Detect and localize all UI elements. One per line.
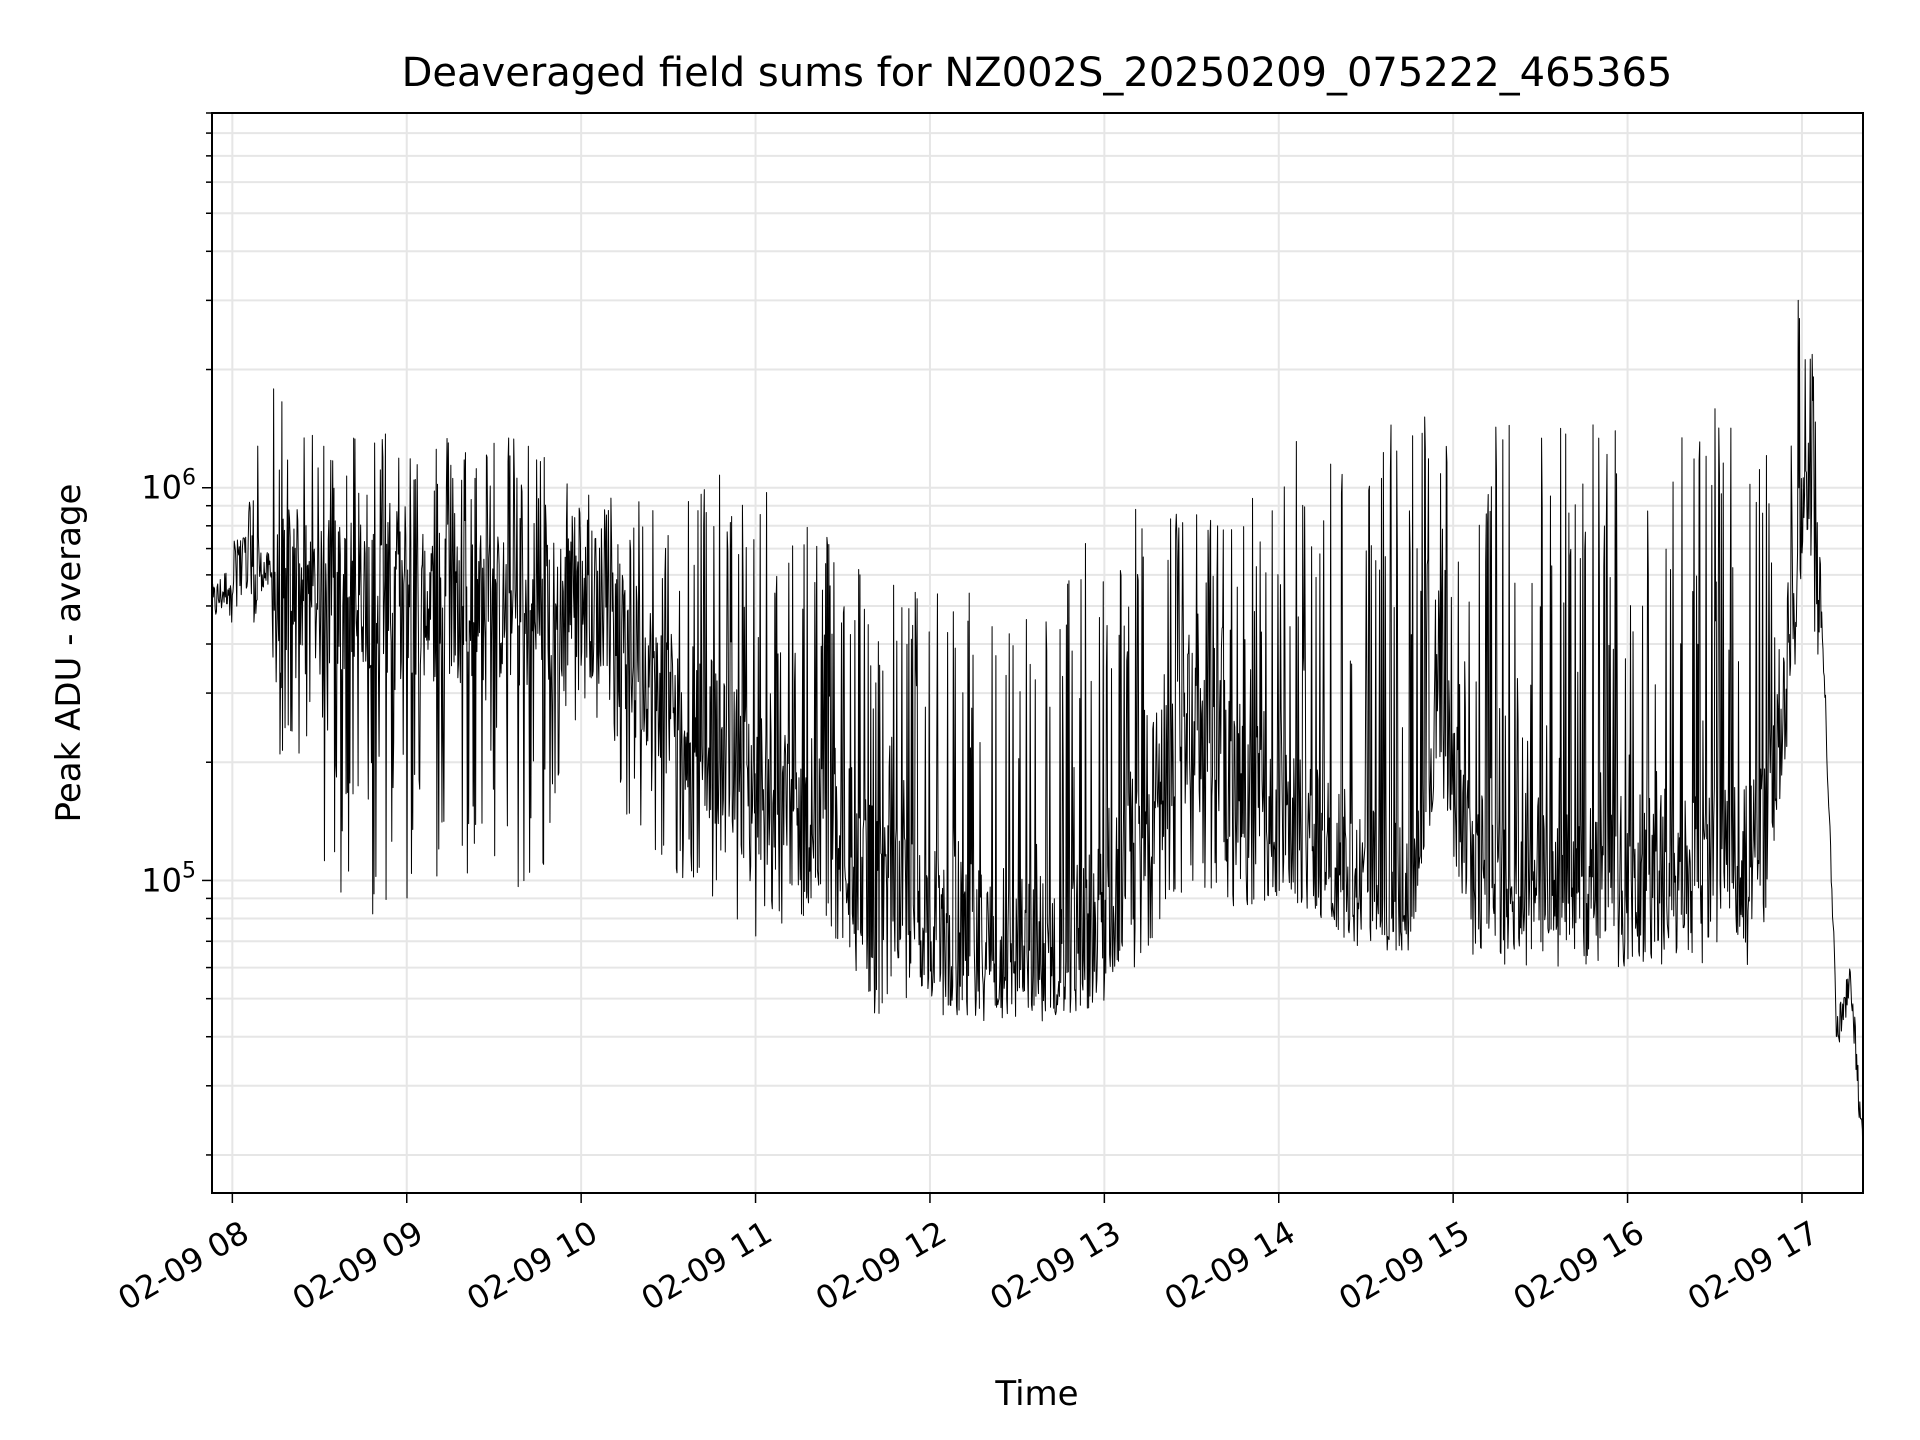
y-tick-label: 106: [141, 466, 196, 507]
chart-title: Deaveraged field sums for NZ002S_2025020…: [402, 50, 1673, 96]
x-axis-title: Time: [994, 1374, 1078, 1414]
y-tick-label: 105: [141, 858, 196, 899]
grid-layer: [212, 112, 1863, 1193]
series-line: [211, 299, 1864, 1166]
data-layer: [211, 299, 1864, 1166]
y-axis-title: Peak ADU - average: [49, 484, 89, 823]
plot-frame: [211, 112, 1864, 1194]
